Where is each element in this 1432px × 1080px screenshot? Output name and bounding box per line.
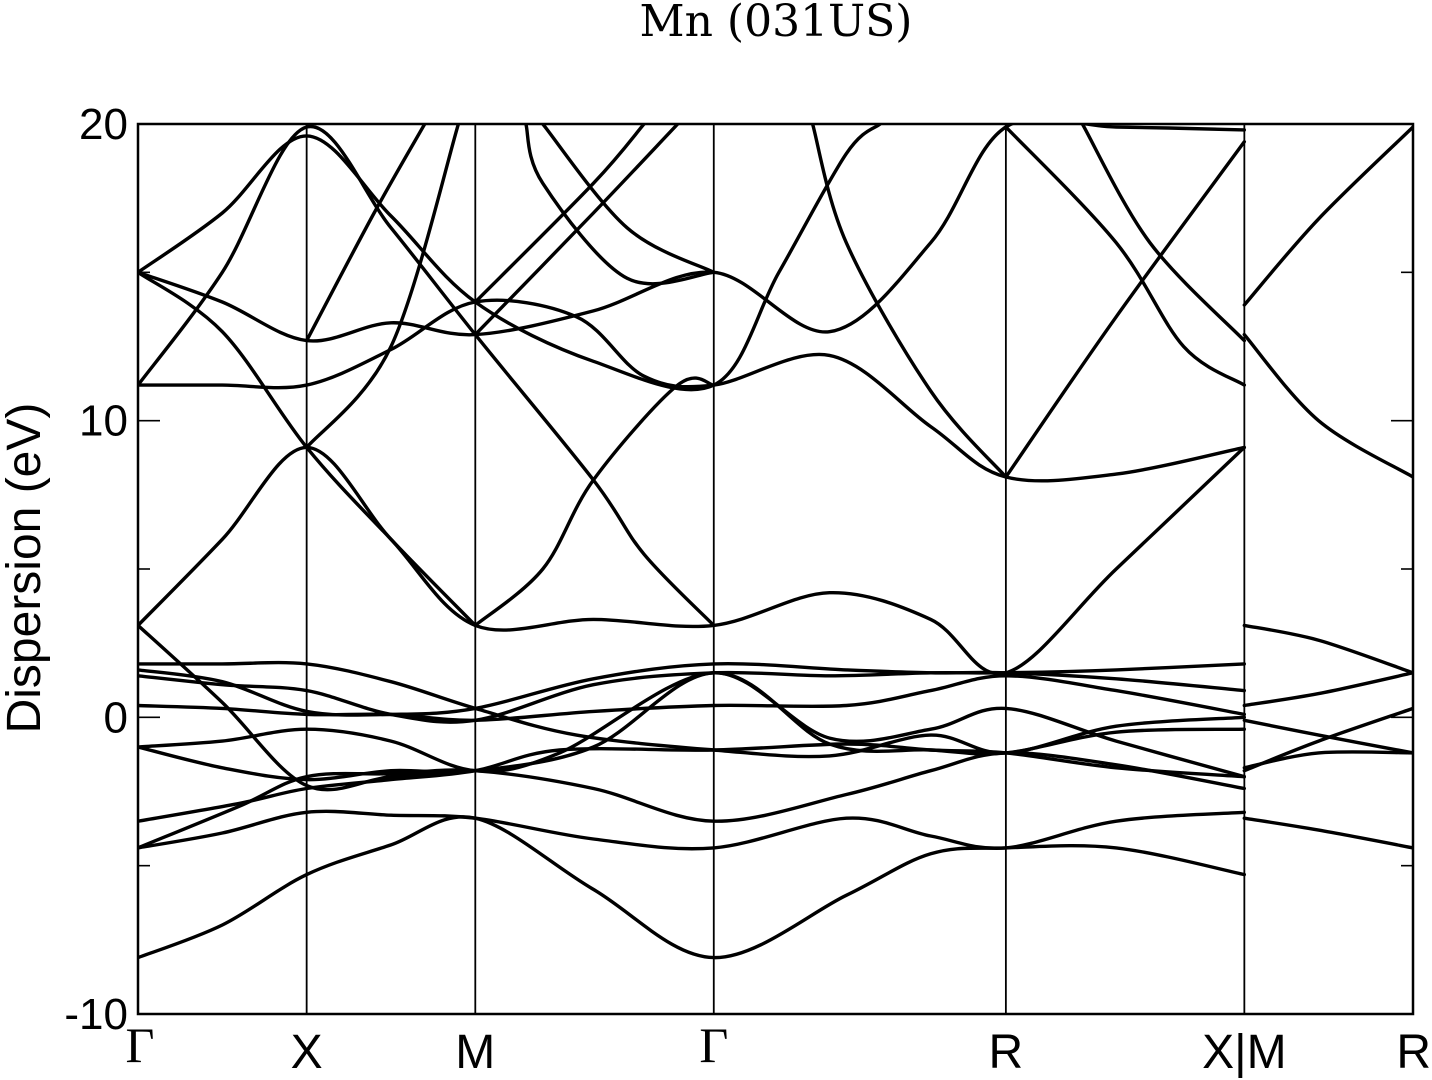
k-point-label: R	[989, 1026, 1024, 1079]
band-line	[138, 124, 1246, 343]
band-line	[473, 124, 646, 304]
k-point-label: X|M	[1202, 1026, 1286, 1079]
band-line	[473, 376, 716, 628]
band-line	[524, 124, 716, 286]
y-tick-label: 0	[104, 693, 128, 742]
band-line	[1242, 718, 1413, 755]
band-lines	[138, 124, 1413, 960]
band-line	[1242, 332, 1413, 479]
y-tick-label: 10	[79, 397, 128, 446]
band-line	[138, 124, 716, 628]
band-line	[1004, 125, 1246, 387]
k-point-label: M	[455, 1026, 495, 1079]
band-line	[138, 751, 1246, 850]
band-line	[1242, 706, 1413, 773]
y-tick-label: -10	[64, 990, 128, 1039]
k-point-label: Γ	[126, 1017, 155, 1073]
band-line	[305, 124, 427, 343]
band-line	[138, 124, 882, 392]
band-line	[138, 815, 1246, 960]
k-point-label: R	[1396, 1026, 1431, 1079]
band-line	[1242, 671, 1413, 708]
chart-title: Mn (031US)	[640, 0, 913, 47]
k-point-label: Γ	[699, 1017, 728, 1073]
k-point-lines	[305, 124, 1246, 1014]
band-line	[541, 124, 716, 274]
band-line	[1242, 125, 1413, 307]
band-line	[138, 674, 1246, 723]
band-line	[810, 124, 1008, 479]
y-tick-label: 20	[79, 100, 128, 149]
band-line	[138, 623, 477, 792]
plot-frame	[136, 122, 1415, 1016]
band-line	[138, 298, 1246, 483]
band-line	[1080, 124, 1246, 343]
band-line	[1242, 623, 1413, 675]
y-axis-label: Dispersion (eV)	[0, 403, 51, 734]
y-axis-ticks: -10 0 10 20	[64, 100, 1413, 1039]
band-line	[138, 445, 1246, 676]
band-line	[473, 124, 680, 337]
band-line	[138, 671, 1246, 773]
band-line	[1242, 816, 1413, 850]
x-axis-kpoint-labels: Γ X M Γ R X|M R	[126, 1017, 1431, 1079]
band-line	[305, 124, 461, 450]
band-line	[1004, 140, 1246, 479]
k-point-label: X	[291, 1026, 323, 1079]
